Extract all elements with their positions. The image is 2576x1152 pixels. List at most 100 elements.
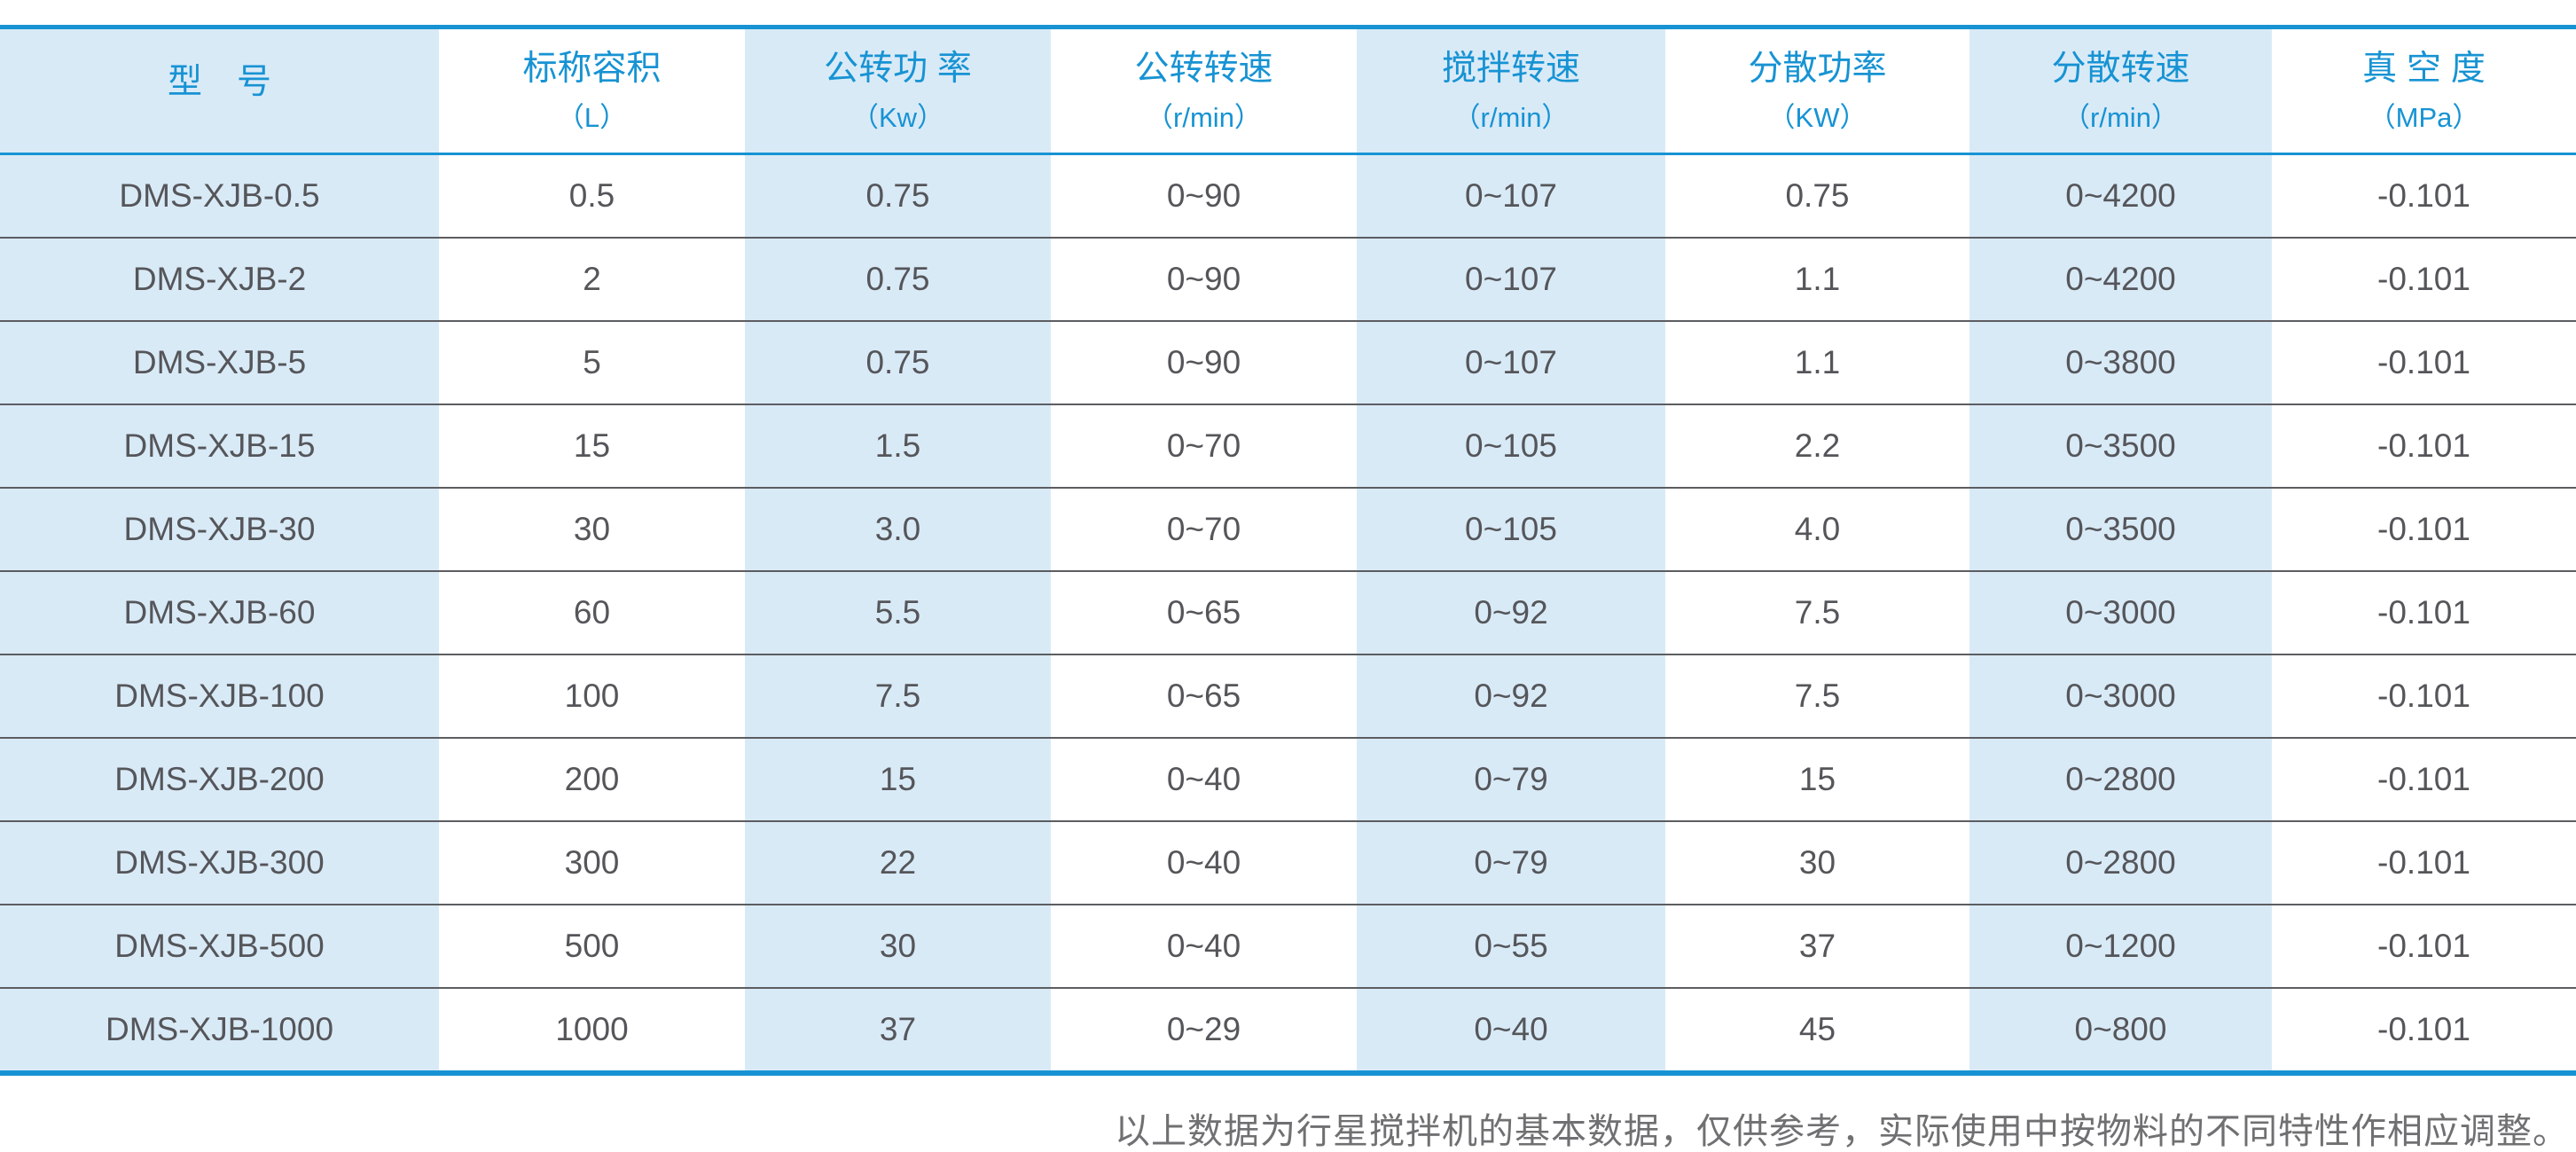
col-header-label: 公转功 率 [824, 49, 972, 88]
cell-dispersion-power: 1.1 [1665, 321, 1969, 405]
cell-revolution-power: 30 [745, 905, 1051, 989]
col-header-stirring-speed: 搅拌转速 （r/min） [1357, 27, 1665, 155]
cell-dispersion-power: 30 [1665, 821, 1969, 905]
cell-stirring-speed: 0~92 [1357, 571, 1665, 655]
col-header-revolution-speed: 公转转速 （r/min） [1051, 27, 1357, 155]
cell-dispersion-speed: 0~2800 [1969, 738, 2272, 822]
cell-stirring-speed: 0~105 [1357, 488, 1665, 572]
cell-revolution-speed: 0~29 [1166, 1011, 1241, 1047]
table-row: DMS-XJB-300 300 22 0~40 0~79 30 0~2800 -0.101 [0, 821, 2576, 905]
cell-model: DMS-XJB-200 [0, 738, 439, 822]
cell-dispersion-power: 45 [1798, 1011, 1836, 1047]
cell-nominal-capacity: 30 [439, 488, 745, 572]
col-header-nominal-capacity: 标称容积 （L） [439, 27, 745, 155]
cell-vacuum-degree: -0.101 [2272, 488, 2576, 572]
cell-nominal-capacity: 100 [439, 654, 745, 739]
cell-dispersion-power: 15 [1665, 738, 1969, 822]
cell-revolution-speed: 0~90 [1051, 321, 1357, 405]
spec-table: 型 号 标称容积 （L） 公转功 率 （Kw） 公转转速 （r/min） 搅拌转速 （r/min… [0, 25, 2576, 1076]
cell-revolution-power: 15 [745, 738, 1051, 822]
cell-model: DMS-XJB-15 [0, 404, 439, 489]
cell-stirring-speed: 0~79 [1357, 738, 1665, 822]
cell-revolution-speed: 0~40 [1051, 905, 1357, 989]
col-header-unit: （KW） [1767, 101, 1867, 133]
cell-vacuum-degree: -0.101 [2272, 321, 2576, 405]
col-header-unit: （L） [556, 101, 628, 133]
table-row: DMS-XJB-500 500 30 0~40 0~55 37 0~1200 -0.101 [0, 905, 2576, 989]
cell-vacuum-degree: -0.101 [2272, 654, 2576, 739]
col-header-label: 真 空 度 [2362, 49, 2486, 88]
col-header-label: 型 号 [167, 63, 271, 101]
cell-dispersion-speed: 0~4200 [1969, 238, 2272, 322]
col-header-unit: （r/min） [1146, 101, 1262, 133]
cell-nominal-capacity: 300 [439, 821, 745, 905]
cell-revolution-speed: 0~90 [1051, 238, 1357, 322]
table-body: DMS-XJB-0.5 0.5 0.75 0~90 0~107 0.75 0~4200 -0.… [0, 153, 2576, 1074]
cell-dispersion-power: 7.5 [1665, 571, 1969, 655]
cell-vacuum-degree: -0.101 [2272, 571, 2576, 655]
col-header-unit: （r/min） [1452, 101, 1570, 133]
cell-dispersion-speed: 0~3500 [1969, 488, 2272, 572]
cell-nominal-capacity: 200 [439, 738, 745, 822]
cell-stirring-speed: 0~107 [1357, 321, 1665, 405]
cell-stirring-speed: 0~79 [1357, 821, 1665, 905]
cell-revolution-power: 3.0 [745, 488, 1051, 572]
header-row: 型 号 标称容积 （L） 公转功 率 （Kw） 公转转速 （r/min） 搅拌转速 （r/min… [0, 27, 2576, 155]
cell-dispersion-power: 1.1 [1665, 238, 1969, 322]
table-row: DMS-XJB-15 15 1.5 0~70 0~105 2.2 0~3500 -0.101 [0, 404, 2576, 489]
cell-revolution-speed: 0~90 [1051, 153, 1357, 239]
col-header-dispersion-power: 分散功率 （KW） [1665, 27, 1969, 155]
table-row: DMS-XJB-1000 1000 37 0~29 0~40 45 0~800 -0.101 [0, 988, 2576, 1073]
cell-model: DMS-XJB-1000 [105, 1011, 334, 1047]
cell-stirring-speed: 0~40 [1474, 1011, 1548, 1047]
cell-vacuum-degree: -0.101 [2272, 905, 2576, 989]
cell-dispersion-speed: 0~3000 [1969, 654, 2272, 739]
cell-revolution-speed: 0~70 [1051, 404, 1357, 489]
cell-stirring-speed: 0~55 [1357, 905, 1665, 989]
cell-dispersion-power: 0.75 [1665, 153, 1969, 239]
cell-stirring-speed: 0~107 [1357, 238, 1665, 322]
col-header-model: 型 号 [0, 27, 439, 155]
col-header-label: 公转转速 [1134, 49, 1273, 88]
col-header-unit: （MPa） [2368, 101, 2480, 133]
cell-dispersion-speed: 0~3000 [1969, 571, 2272, 655]
cell-vacuum-degree: -0.101 [2272, 153, 2576, 239]
cell-model: DMS-XJB-5 [0, 321, 439, 405]
cell-dispersion-speed: 0~4200 [1969, 153, 2272, 239]
cell-revolution-speed: 0~40 [1051, 738, 1357, 822]
footnote: 以上数据为行星搅拌机的基本数据，仅供参考，实际使用中按物料的不同特性作相应调整。 [1115, 1111, 2569, 1151]
table-row: DMS-XJB-200 200 15 0~40 0~79 15 0~2800 -0.101 [0, 738, 2576, 822]
cell-revolution-power: 5.5 [745, 571, 1051, 655]
cell-dispersion-power: 2.2 [1665, 404, 1969, 489]
cell-nominal-capacity: 15 [439, 404, 745, 489]
table-row: DMS-XJB-0.5 0.5 0.75 0~90 0~107 0.75 0~4200 -0.… [0, 153, 2576, 239]
cell-model: DMS-XJB-30 [0, 488, 439, 572]
cell-vacuum-degree: -0.101 [2377, 1011, 2470, 1047]
col-header-label: 分散转速 [2051, 49, 2190, 88]
col-header-revolution-power: 公转功 率 （Kw） [745, 27, 1051, 155]
col-header-label: 分散功率 [1748, 49, 1887, 88]
cell-dispersion-power: 37 [1665, 905, 1969, 989]
col-header-label: 搅拌转速 [1441, 49, 1580, 88]
cell-revolution-power: 37 [879, 1011, 917, 1047]
cell-model: DMS-XJB-300 [0, 821, 439, 905]
cell-revolution-speed: 0~40 [1051, 821, 1357, 905]
cell-revolution-power: 7.5 [745, 654, 1051, 739]
cell-nominal-capacity: 0.5 [439, 153, 745, 239]
cell-nominal-capacity: 5 [439, 321, 745, 405]
cell-vacuum-degree: -0.101 [2272, 821, 2576, 905]
cell-revolution-power: 22 [745, 821, 1051, 905]
cell-nominal-capacity: 500 [439, 905, 745, 989]
cell-model: DMS-XJB-60 [0, 571, 439, 655]
table-row: DMS-XJB-30 30 3.0 0~70 0~105 4.0 0~3500 -0.101 [0, 488, 2576, 572]
table-header: 型 号 标称容积 （L） 公转功 率 （Kw） 公转转速 （r/min） 搅拌转速 （r/min… [0, 27, 2576, 155]
table-row: DMS-XJB-60 60 5.5 0~65 0~92 7.5 0~3000 -0.101 [0, 571, 2576, 655]
cell-nominal-capacity: 2 [439, 238, 745, 322]
cell-vacuum-degree: -0.101 [2272, 238, 2576, 322]
cell-nominal-capacity: 60 [439, 571, 745, 655]
cell-nominal-capacity: 1000 [555, 1011, 629, 1047]
cell-model: DMS-XJB-0.5 [0, 153, 439, 239]
cell-revolution-power: 0.75 [745, 238, 1051, 322]
col-header-label: 标称容积 [522, 49, 662, 88]
cell-revolution-speed: 0~70 [1051, 488, 1357, 572]
